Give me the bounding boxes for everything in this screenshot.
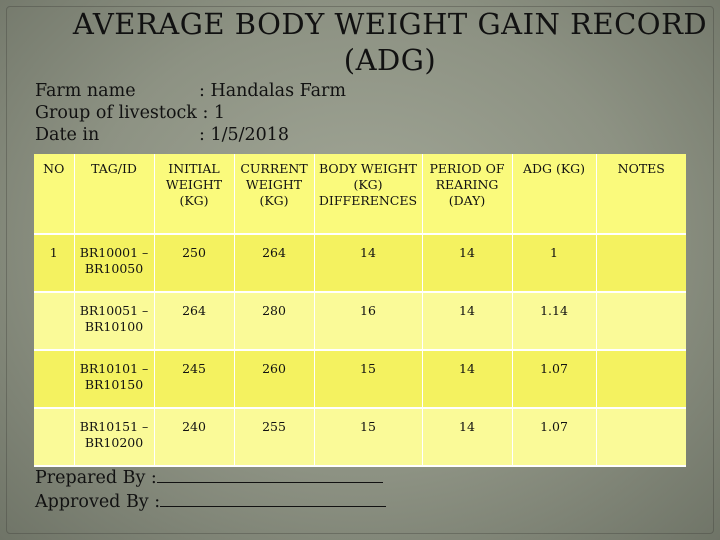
cell-no: [34, 408, 75, 467]
approved-by-row: Approved By :: [35, 490, 387, 514]
cell-period: 14: [422, 234, 513, 293]
table-row: 1 BR10001 – BR10050 250 264 14 14 1: [34, 234, 686, 293]
cell-current-weight: 255: [234, 408, 315, 467]
cell-no: [34, 292, 75, 351]
header-no: NO: [34, 154, 75, 235]
cell-no: [34, 350, 75, 409]
cell-weight-difference: 14: [314, 234, 423, 293]
prepared-by-row: Prepared By :: [35, 466, 383, 490]
farm-name-row: Farm name : Handalas Farm: [35, 80, 346, 102]
cell-period: 14: [422, 292, 513, 351]
cell-tag-id: BR10051 – BR10100: [74, 292, 155, 351]
cell-period: 14: [422, 408, 513, 467]
group-row: Group of livestock : 1: [35, 102, 225, 124]
table-header-row: NO TAG/ID INITIAL WEIGHT (KG) CURRENT WE…: [34, 154, 686, 235]
cell-notes: [596, 292, 686, 351]
header-initial-weight: INITIAL WEIGHT (KG): [154, 154, 235, 235]
cell-tag-id: BR10151 – BR10200: [74, 408, 155, 467]
cell-current-weight: 280: [234, 292, 315, 351]
header-current-weight: CURRENT WEIGHT (KG): [234, 154, 315, 235]
approved-by-signature-line[interactable]: [160, 492, 387, 507]
group-label: Group of livestock: [35, 103, 197, 123]
cell-initial-weight: 250: [154, 234, 235, 293]
cell-tag-id: BR10101 – BR10150: [74, 350, 155, 409]
header-notes: NOTES: [596, 154, 686, 235]
cell-adg: 1.07: [512, 408, 597, 467]
table-row: BR10151 – BR10200 240 255 15 14 1.07: [34, 408, 686, 467]
cell-initial-weight: 264: [154, 292, 235, 351]
cell-notes: [596, 350, 686, 409]
cell-adg: 1.14: [512, 292, 597, 351]
cell-no: 1: [34, 234, 75, 293]
cell-weight-difference: 16: [314, 292, 423, 351]
cell-notes: [596, 234, 686, 293]
farm-name-value: : Handalas Farm: [199, 81, 346, 101]
date-label: Date in: [35, 125, 100, 145]
table-row: BR10051 – BR10100 264 280 16 14 1.14: [34, 292, 686, 351]
prepared-by-signature-line[interactable]: [156, 468, 383, 483]
cell-current-weight: 260: [234, 350, 315, 409]
farm-name-label: Farm name: [35, 81, 136, 101]
date-value: : 1/5/2018: [199, 125, 290, 145]
cell-weight-difference: 15: [314, 408, 423, 467]
cell-adg: 1.07: [512, 350, 597, 409]
prepared-by-label: Prepared By :: [35, 468, 157, 488]
title-line-1: AVERAGE BODY WEIGHT GAIN RECORD: [72, 7, 708, 41]
adg-table: NO TAG/ID INITIAL WEIGHT (KG) CURRENT WE…: [34, 154, 686, 467]
title-line-2: (ADG): [343, 43, 437, 77]
table-row: BR10101 – BR10150 245 260 15 14 1.07: [34, 350, 686, 409]
cell-current-weight: 264: [234, 234, 315, 293]
header-adg: ADG (KG): [512, 154, 597, 235]
slide-frame: [6, 6, 714, 534]
approved-by-label: Approved By :: [35, 492, 161, 512]
group-value: : 1: [202, 103, 226, 123]
cell-notes: [596, 408, 686, 467]
cell-weight-difference: 15: [314, 350, 423, 409]
header-tag-id: TAG/ID: [74, 154, 155, 235]
cell-initial-weight: 245: [154, 350, 235, 409]
page-title: AVERAGE BODY WEIGHT GAIN RECORD (ADG): [60, 6, 720, 78]
cell-adg: 1: [512, 234, 597, 293]
header-weight-difference: BODY WEIGHT (KG) DIFFERENCES: [314, 154, 423, 235]
header-period: PERIOD OF REARING (DAY): [422, 154, 513, 235]
date-row: Date in : 1/5/2018: [35, 124, 289, 146]
cell-initial-weight: 240: [154, 408, 235, 467]
cell-period: 14: [422, 350, 513, 409]
cell-tag-id: BR10001 – BR10050: [74, 234, 155, 293]
